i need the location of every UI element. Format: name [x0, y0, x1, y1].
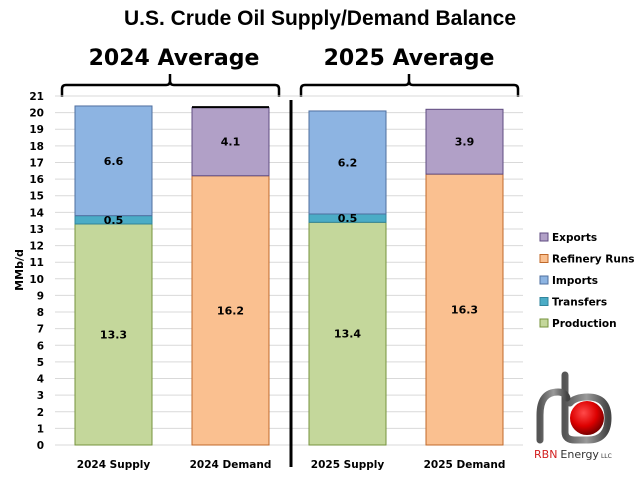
chart-title: U.S. Crude Oil Supply/Demand Balance	[124, 7, 516, 30]
logo-ball	[570, 401, 604, 435]
y-tick-label: 17	[29, 157, 44, 169]
bar-segment-production	[308, 221, 387, 446]
y-tick-label: 1	[37, 423, 44, 435]
legend-label: Production	[552, 318, 617, 330]
data-label: 0.5	[338, 212, 358, 225]
data-label: 13.4	[334, 328, 361, 341]
x-category-label: 2025 Supply	[311, 459, 385, 471]
y-tick-label: 4	[37, 374, 44, 386]
y-tick-label: 3	[37, 390, 44, 402]
logo-pipe-b	[561, 371, 612, 444]
data-label: 3.9	[455, 136, 475, 149]
rbn-logo: RBN Energy LLC	[534, 371, 612, 461]
legend-label: Transfers	[552, 297, 607, 309]
bar-segment-production	[74, 223, 153, 446]
data-label: 6.2	[338, 156, 358, 169]
legend-swatch	[539, 318, 549, 328]
legend-swatch	[539, 297, 549, 306]
data-label: 4.1	[221, 136, 241, 149]
legend: Exports Refinery Runs Imports Transfers Prod…	[539, 232, 635, 330]
y-tick-label: 8	[37, 307, 44, 319]
legend-label: Imports	[552, 275, 598, 287]
legend-swatch	[539, 275, 549, 285]
x-axis-labels: 2024 Supply 2024 Demand 2025 Supply 2025 De…	[77, 459, 506, 471]
bar-segment-imports	[74, 105, 153, 217]
bar-segment-imports	[308, 110, 387, 215]
y-tick-label: 2	[37, 407, 44, 419]
y-tick-label: 7	[37, 324, 44, 336]
x-category-label: 2024 Supply	[77, 459, 151, 471]
bracket-2025	[299, 74, 520, 97]
bar-segment-exports	[425, 108, 504, 175]
y-tick-label: 5	[37, 357, 44, 369]
y-tick-label: 9	[37, 290, 44, 302]
bar-segment-refinery-runs	[191, 175, 270, 446]
data-label: 0.5	[104, 214, 124, 227]
y-tick-label: 21	[29, 91, 44, 103]
y-tick-label: 13	[29, 224, 44, 236]
legend-label: Exports	[552, 232, 597, 244]
bar-segment-exports	[191, 107, 270, 177]
bars	[74, 105, 504, 446]
y-tick-label: 12	[29, 241, 44, 253]
y-axis-label: MMb/d	[13, 249, 26, 291]
data-label: 16.2	[217, 304, 244, 317]
y-tick-label: 10	[29, 274, 44, 286]
y-tick-label: 19	[29, 124, 44, 136]
y-tick-label: 16	[29, 174, 44, 186]
y-tick-label: 6	[37, 340, 44, 352]
y-tick-label: 20	[29, 108, 44, 120]
data-label: 13.3	[100, 328, 127, 341]
x-category-label: 2025 Demand	[424, 459, 506, 471]
legend-label: Refinery Runs	[552, 254, 635, 266]
y-tick-label: 14	[29, 207, 44, 219]
legend-swatch	[539, 254, 549, 263]
group-title-2025: 2025 Average	[324, 46, 495, 71]
data-label: 16.3	[451, 304, 478, 317]
y-tick-label: 15	[29, 191, 44, 203]
logo-pipe-r	[536, 388, 571, 444]
y-tick-label: 11	[29, 257, 44, 269]
bracket-2024	[60, 74, 281, 97]
y-tick-label: 18	[29, 141, 44, 153]
data-label: 6.6	[104, 155, 124, 168]
group-title-2024: 2024 Average	[89, 46, 260, 71]
logo-text: RBN Energy LLC	[534, 448, 612, 461]
y-tick-label: 0	[37, 440, 44, 452]
legend-swatch	[539, 232, 549, 242]
x-category-label: 2024 Demand	[190, 459, 272, 471]
data-labels: 13.3 0.5 6.6 16.2 4.1 13.4 0.5 6.2 16.3 3.9	[100, 136, 478, 342]
